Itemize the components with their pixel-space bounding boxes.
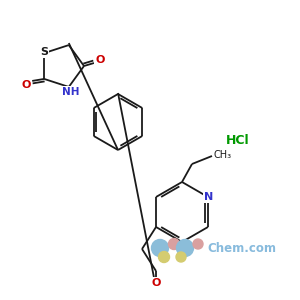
Text: HCl: HCl bbox=[226, 134, 250, 146]
Text: CH₃: CH₃ bbox=[214, 150, 232, 160]
Text: N: N bbox=[204, 192, 214, 202]
Circle shape bbox=[152, 239, 169, 256]
Text: O: O bbox=[151, 278, 161, 288]
Circle shape bbox=[176, 239, 194, 256]
Text: O: O bbox=[22, 80, 31, 90]
Circle shape bbox=[158, 251, 169, 262]
Circle shape bbox=[193, 239, 203, 249]
Text: S: S bbox=[40, 47, 48, 57]
Text: NH: NH bbox=[62, 87, 80, 97]
Circle shape bbox=[169, 238, 179, 250]
Circle shape bbox=[176, 252, 186, 262]
Text: O: O bbox=[95, 55, 105, 65]
Text: Chem.com: Chem.com bbox=[207, 242, 276, 256]
